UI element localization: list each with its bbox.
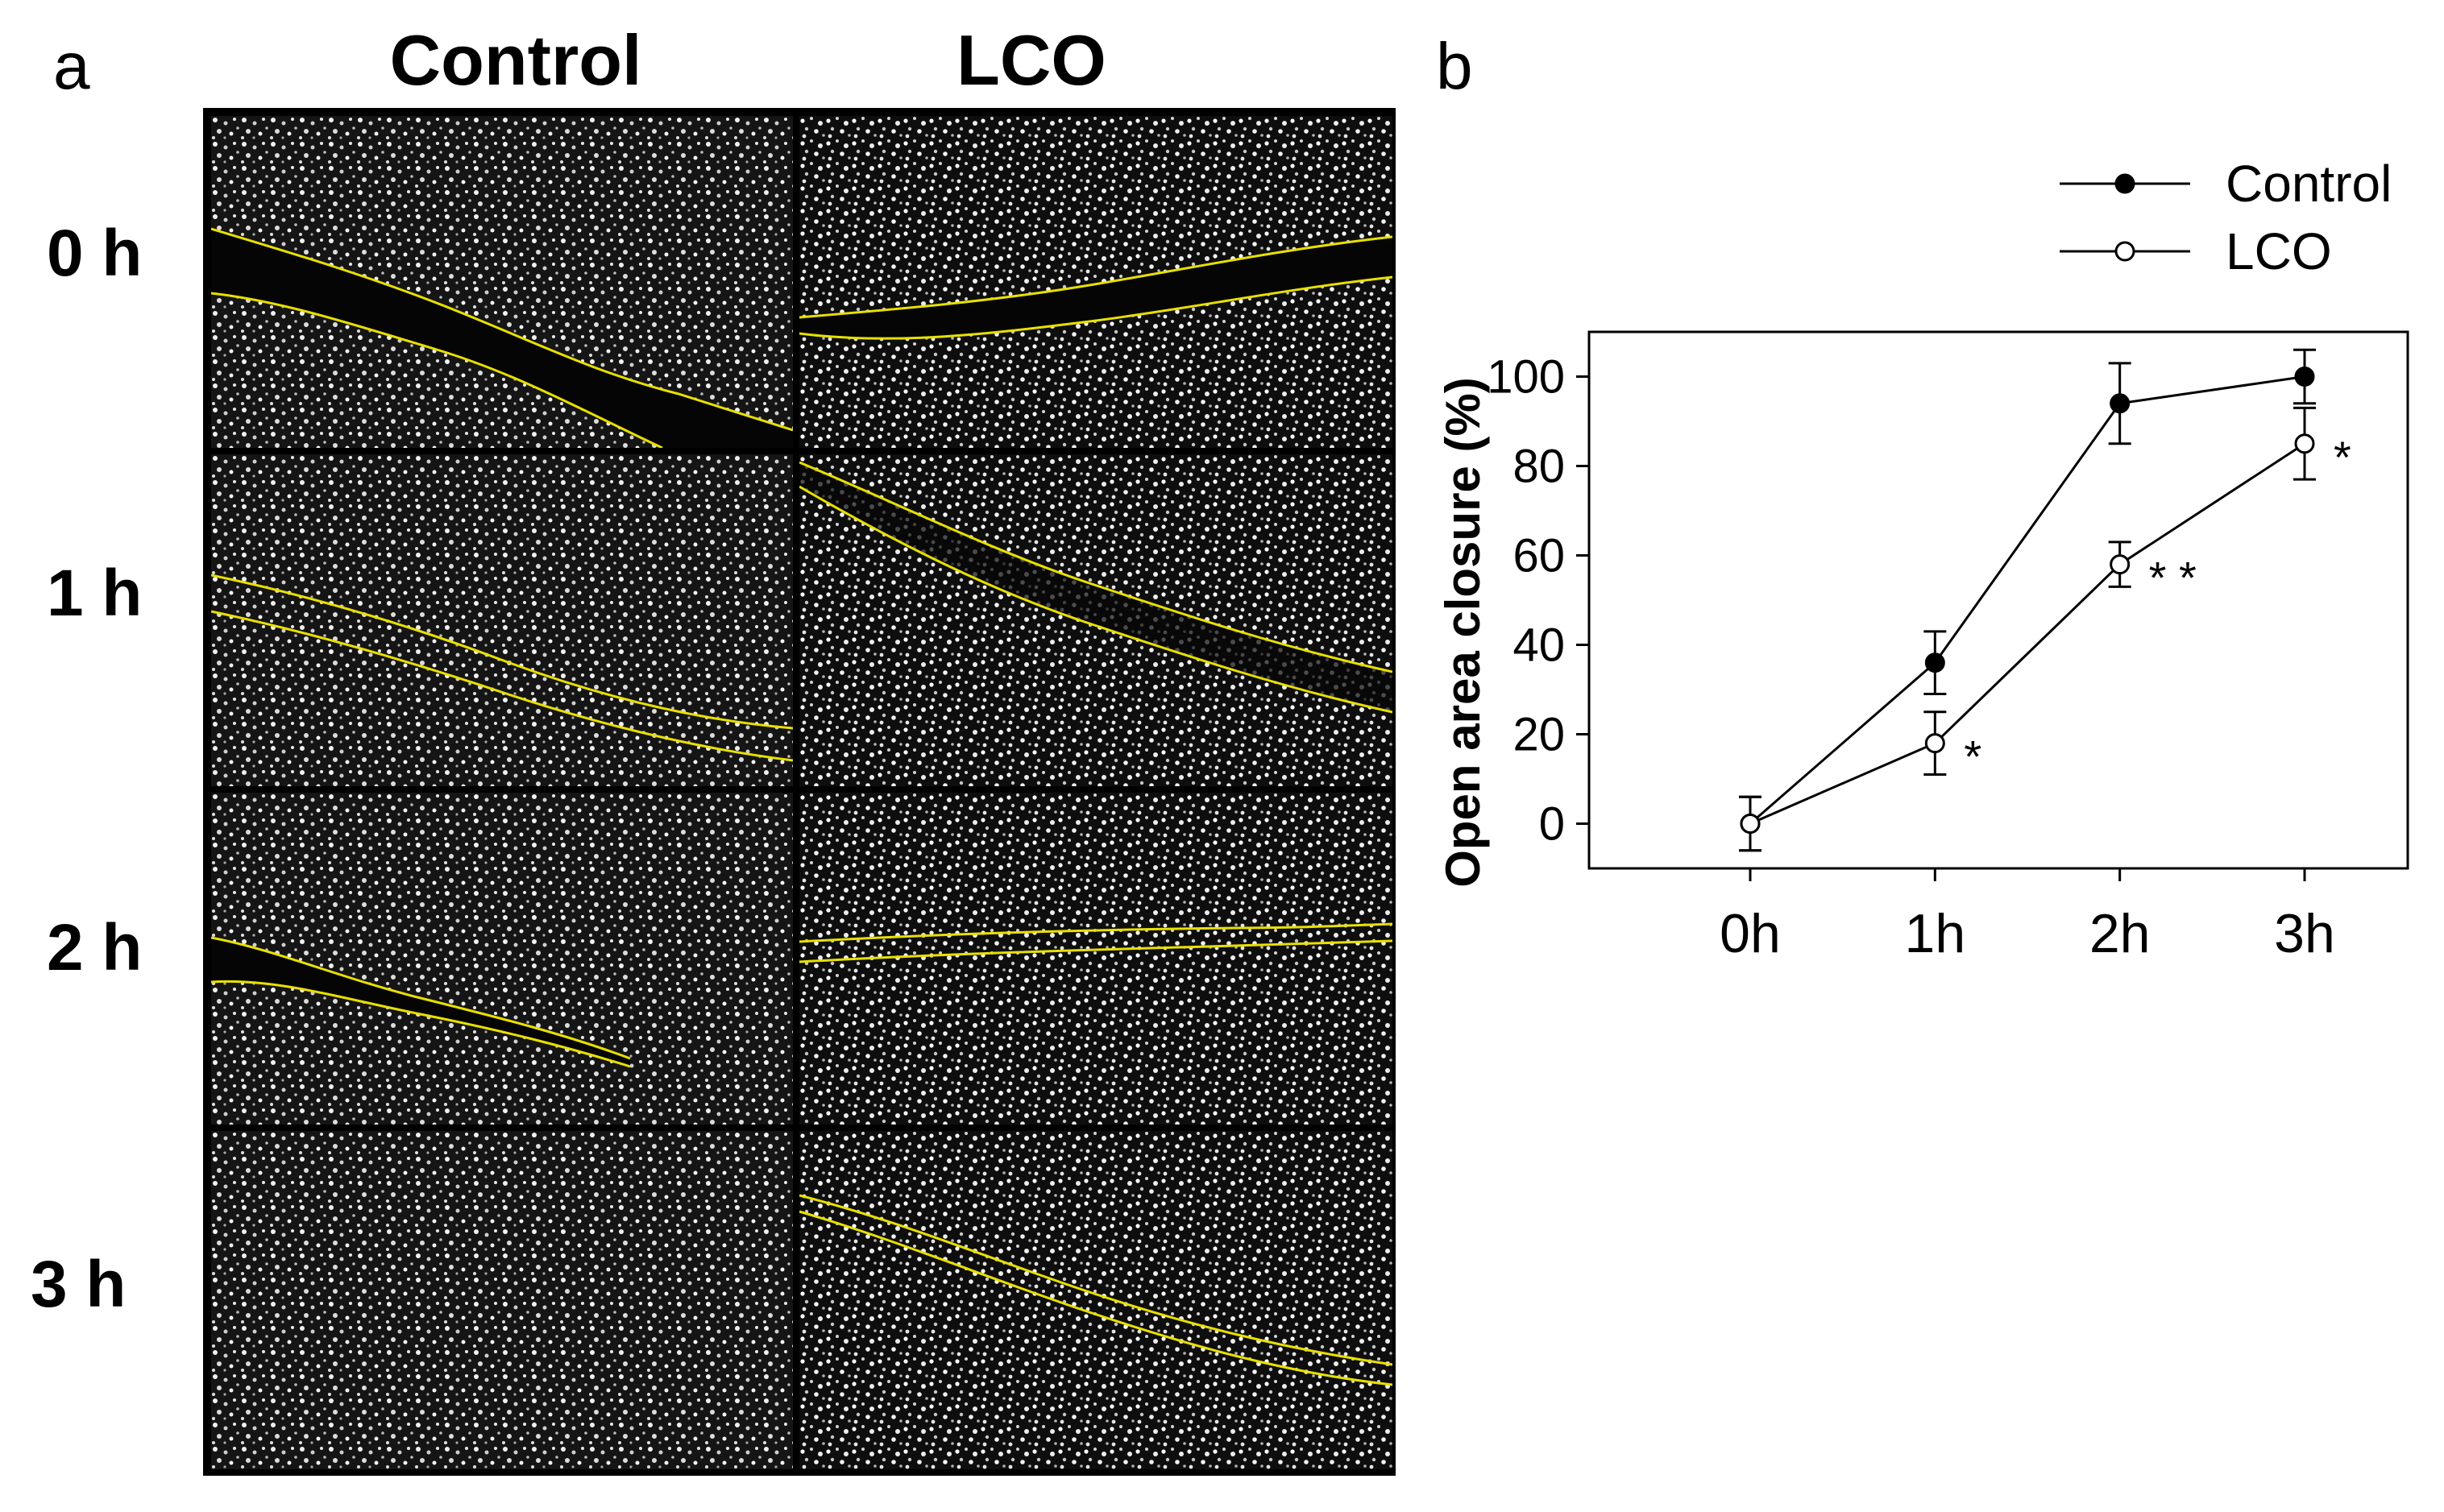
micrograph-control-3h <box>211 1131 793 1469</box>
column-header-lco: LCO <box>956 20 1106 100</box>
legend-label: LCO <box>2226 222 2332 280</box>
micrograph-lco-0h <box>799 116 1392 448</box>
micrograph-control-0h <box>211 116 793 448</box>
micrograph-lco-3h <box>799 1131 1392 1469</box>
panel-a-letter: a <box>53 30 90 103</box>
micrograph-lco-2h <box>799 793 1392 1125</box>
y-tick-label: 60 <box>1512 530 1565 582</box>
row-label-2h: 2 h <box>47 911 143 984</box>
micrograph-lco-1h <box>799 454 1392 786</box>
row-label-3h: 3 h <box>31 1248 127 1321</box>
series-lco: * * * * <box>1739 406 2351 852</box>
y-tick-label: 40 <box>1512 619 1565 672</box>
micrograph-control-1h <box>211 454 793 786</box>
data-point-lco <box>2110 554 2131 575</box>
legend-item-lco: LCO <box>2060 222 2332 280</box>
row-label-0h: 0 h <box>47 217 143 290</box>
y-tick-label: 100 <box>1487 351 1565 404</box>
x-tick-label: 1h <box>1905 903 1966 964</box>
y-tick-label: 0 <box>1539 798 1565 851</box>
x-tick-label: 0h <box>1720 903 1781 964</box>
x-tick-label: 3h <box>2274 903 2335 964</box>
significance-marker: * <box>1964 731 1981 782</box>
micrograph-grid <box>203 108 1396 1476</box>
data-point-lco <box>1740 814 1761 834</box>
data-point-lco <box>2294 433 2315 454</box>
legend-marker <box>2114 241 2135 262</box>
y-tick-label: 80 <box>1512 441 1565 493</box>
legend-label: Control <box>2226 155 2392 213</box>
data-point-control <box>1924 652 1945 673</box>
micrograph-control-2h <box>211 793 793 1125</box>
significance-marker: * * <box>2149 553 2197 603</box>
y-tick-label: 20 <box>1512 709 1565 761</box>
series-line-lco <box>1749 442 2305 825</box>
panel-b-letter: b <box>1436 30 1473 103</box>
series-control <box>1739 348 2316 852</box>
column-header-control: Control <box>389 20 642 100</box>
row-label-1h: 1 h <box>47 557 143 630</box>
series-line-control <box>1749 375 2305 825</box>
data-point-lco <box>1924 733 1945 754</box>
data-point-control <box>2110 393 2131 414</box>
significance-marker: * <box>2334 432 2351 483</box>
legend-item-control: Control <box>2060 155 2392 213</box>
y-axis-title: Open area closure (%) <box>1436 377 1490 888</box>
x-tick-label: 2h <box>2089 903 2151 964</box>
legend-marker <box>2114 173 2135 194</box>
data-point-control <box>2294 367 2315 387</box>
plot-area <box>1587 330 2409 870</box>
